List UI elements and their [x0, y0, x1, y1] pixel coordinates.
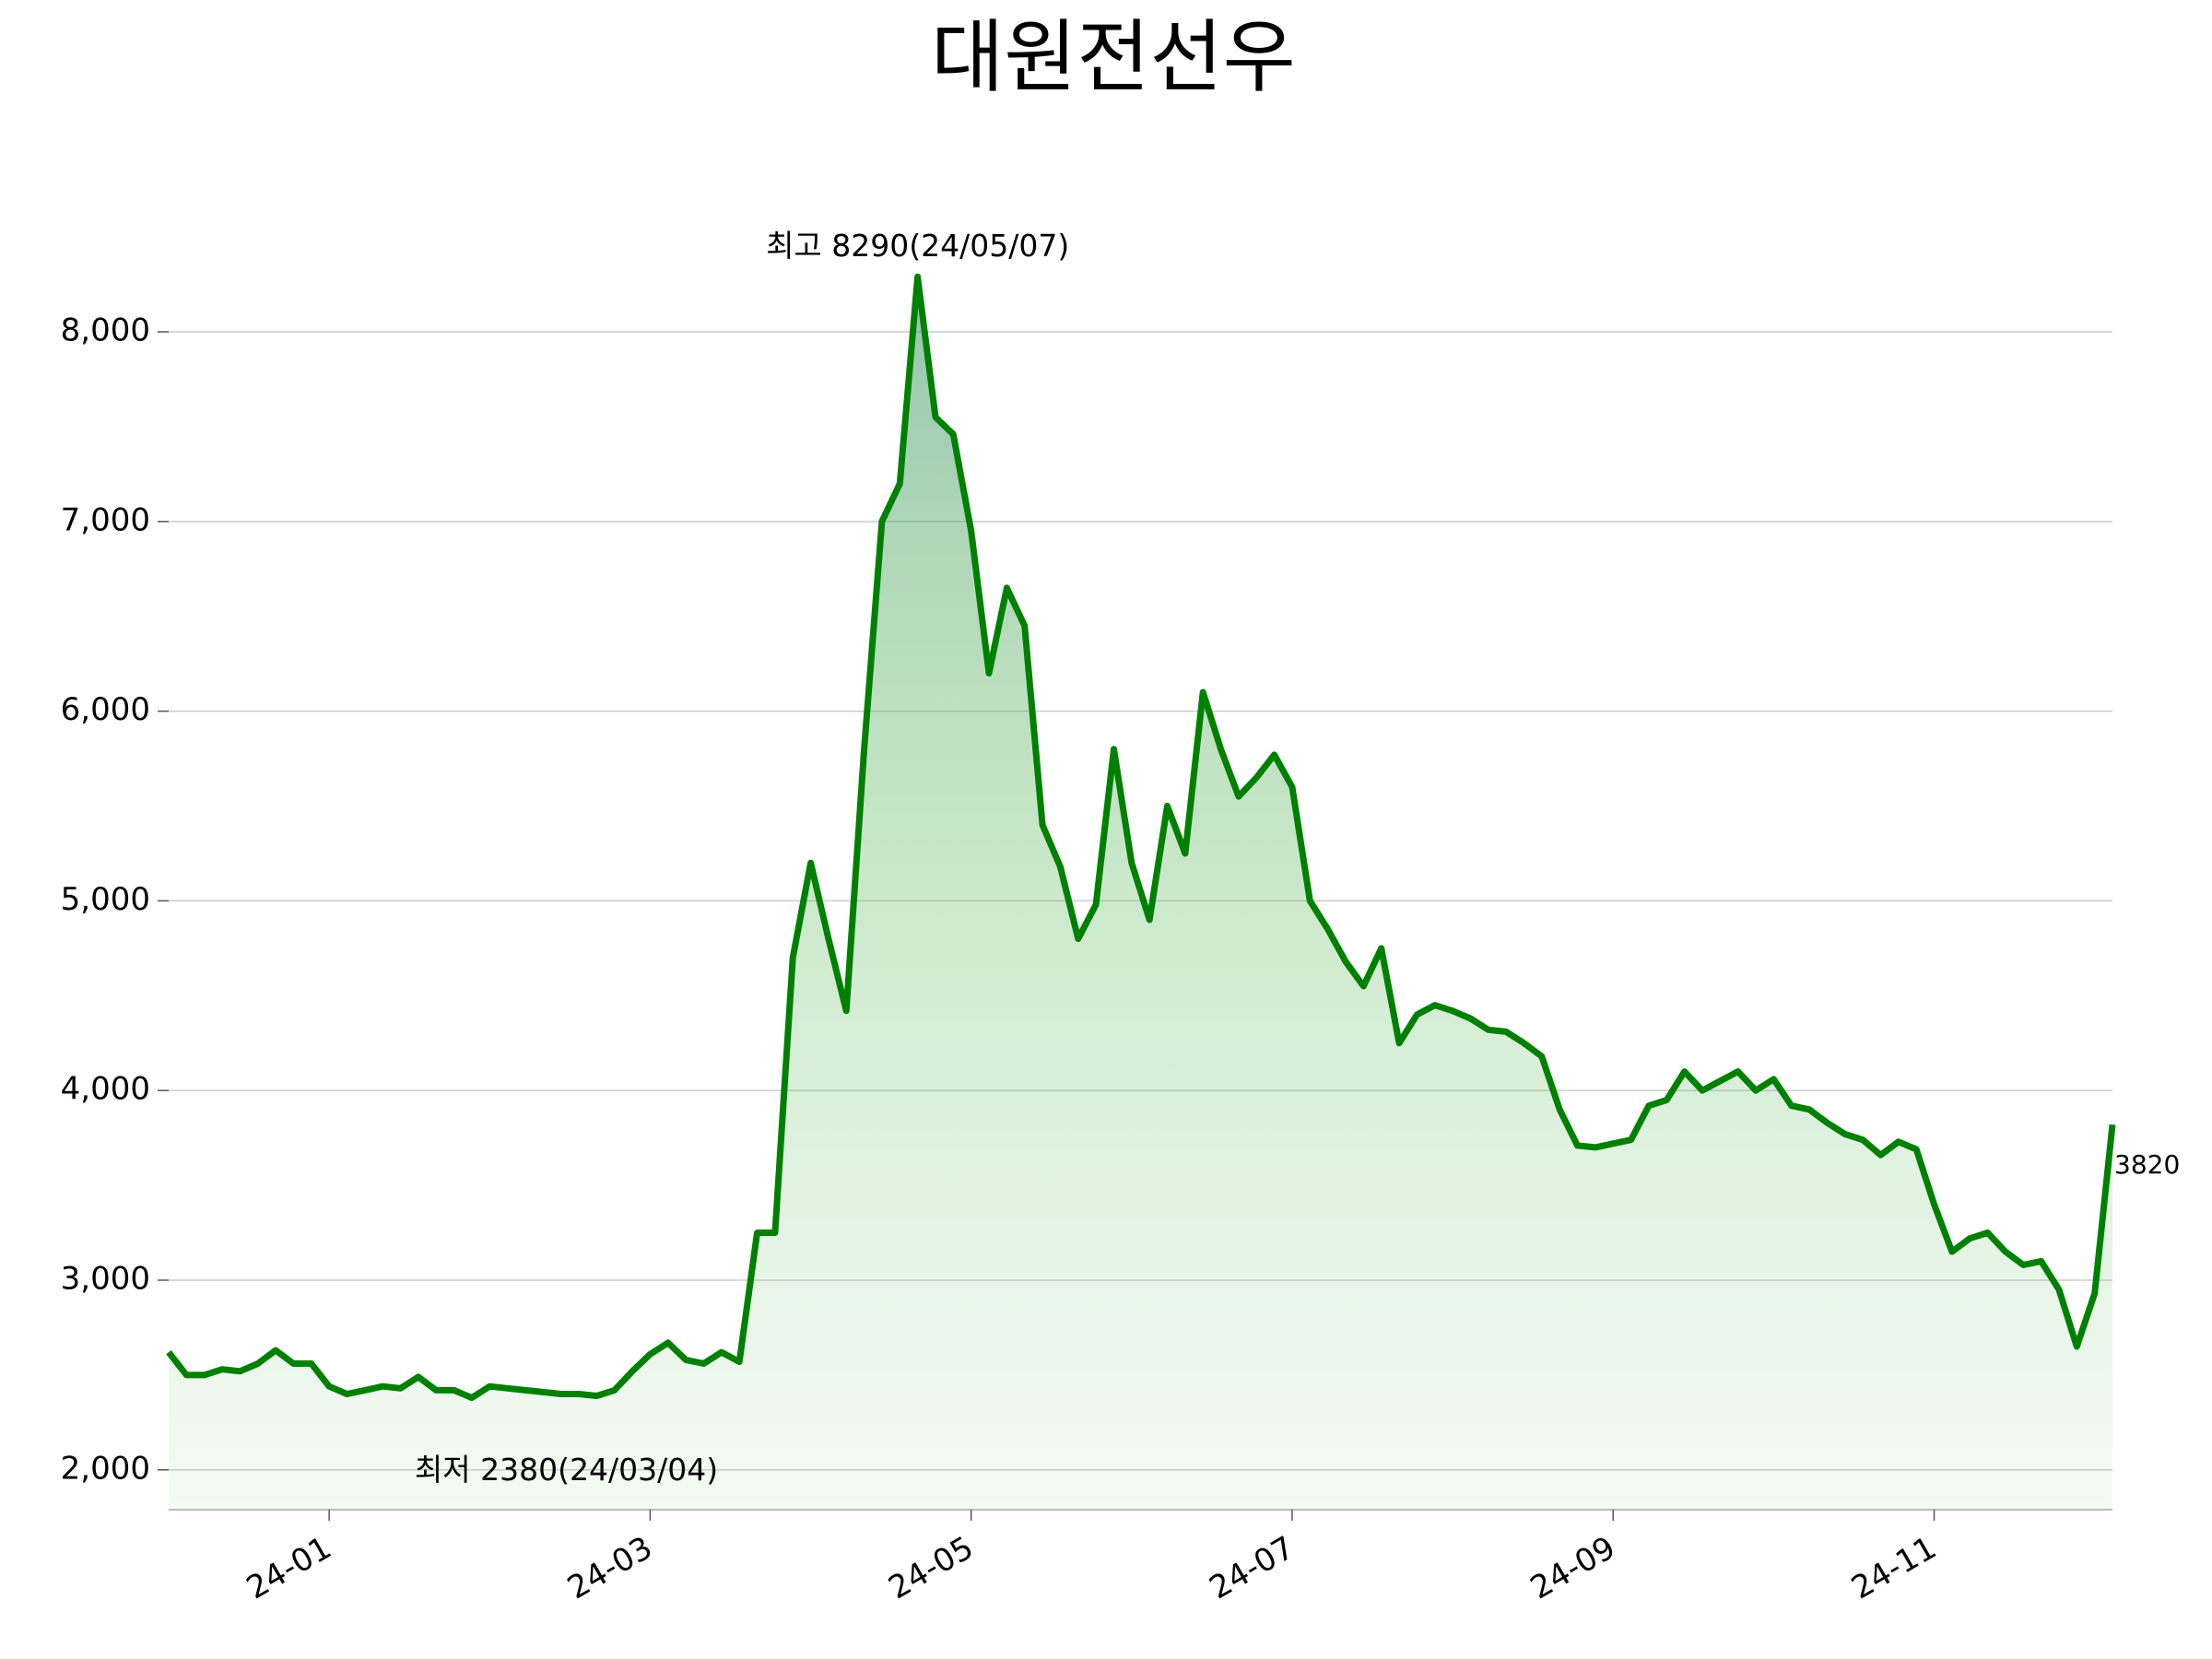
price-line: [166, 273, 2116, 1402]
y-tick-label: 6,000: [61, 691, 150, 728]
max-annotation: 최고 8290(24/05/07): [766, 228, 1069, 264]
chart-title: 대원전선우: [931, 11, 1296, 103]
x-tick-label: 24-05: [882, 1529, 980, 1606]
x-tick-label: 24-07: [1204, 1529, 1301, 1606]
y-tick-label: 2,000: [61, 1450, 150, 1487]
min-annotation: 최저 2380(24/03/04): [415, 1452, 718, 1488]
last-value-label: 3820: [2114, 1149, 2180, 1180]
y-tick-label: 3,000: [61, 1260, 150, 1297]
x-tick-label: 24-01: [241, 1529, 338, 1606]
y-tick-label: 5,000: [61, 881, 150, 918]
y-tick-label: 8,000: [61, 312, 150, 349]
y-tick-label: 7,000: [61, 501, 150, 538]
y-tick-label: 4,000: [61, 1071, 150, 1108]
x-tick-label: 24-11: [1845, 1529, 1943, 1606]
x-tick-label: 24-03: [561, 1529, 659, 1606]
x-tick-label: 24-09: [1524, 1529, 1622, 1606]
